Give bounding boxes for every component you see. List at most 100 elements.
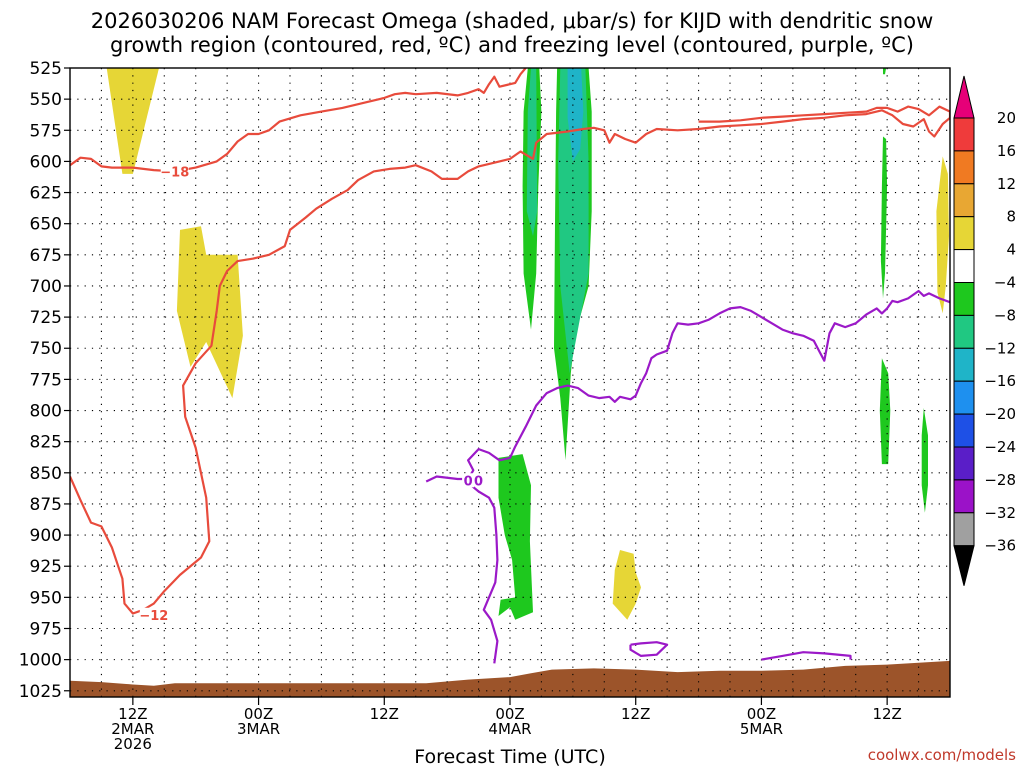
freezing-contour-0: [425, 289, 950, 483]
x-tick-label-0-2: 2026: [114, 735, 152, 753]
title-line-2: growth region (contoured, red, ºC) and f…: [110, 33, 914, 57]
x-axis-label: Forecast Time (UTC): [414, 746, 605, 768]
title-line-1: 2026030206 NAM Forecast Omega (shaded, μ…: [91, 9, 934, 33]
colorbar-band-12: [953, 512, 975, 547]
omega-area-11: [526, 68, 538, 237]
dgz-contour-label-1: −18: [160, 165, 189, 180]
colorbar-tick-label-8: −16: [984, 372, 1016, 390]
omega-area-12: [558, 68, 589, 374]
colorbar-tick-label-4: 4: [1006, 241, 1016, 259]
y-tick-label-600: 600: [30, 152, 62, 172]
x-tick-label-3-1: 4MAR: [488, 720, 531, 738]
colorbar-band-5: [953, 282, 975, 316]
colorbar-band-1: [953, 150, 975, 185]
colorbar-bottom-arrow: [953, 545, 975, 586]
terrain: [70, 660, 950, 697]
y-tick-label-975: 975: [30, 619, 62, 639]
colorbar-band-2: [953, 183, 975, 218]
freezing-contour-1: [467, 481, 499, 664]
colorbar-band-10: [953, 446, 975, 481]
y-tick-label-725: 725: [30, 308, 62, 328]
colorbar-tick-label-0: 20: [997, 109, 1016, 127]
freezing-label-bg-1: [462, 473, 475, 488]
x-tick-label-1-1: 3MAR: [237, 720, 280, 738]
omega-shading: [106, 68, 949, 620]
colorbar-band-3: [953, 216, 975, 251]
colorbar-tick-label-5: −4: [994, 274, 1016, 292]
x-tick-label-2-0: 12Z: [370, 705, 399, 723]
freezing-contour-3: [761, 651, 852, 661]
y-tick-label-675: 675: [30, 246, 62, 266]
colorbar-band-8: [953, 380, 975, 415]
freezing-contour-2: [629, 641, 669, 658]
x-tick-label-0-1: 2MAR: [111, 720, 154, 738]
x-tick-label-3-0: 00Z: [495, 705, 524, 723]
colorbar-tick-label-10: −24: [984, 438, 1016, 456]
dgz-contour-1: [70, 68, 527, 173]
contour-lines: −12 −18 00: [70, 68, 950, 664]
y-tick-label-625: 625: [30, 184, 62, 204]
y-tick-label-525: 525: [30, 59, 62, 79]
colorbar-band-0: [953, 117, 975, 152]
dgz-contour-0: [70, 105, 950, 615]
omega-area-1: [176, 226, 243, 399]
y-tick-label-825: 825: [30, 433, 62, 453]
x-tick-label-4-0: 12Z: [621, 705, 650, 723]
omega-area-10: [883, 68, 887, 75]
colorbar-tick-label-12: −32: [984, 504, 1016, 522]
colorbar-tick-label-3: 8: [1006, 208, 1016, 226]
freezing-label-bg-0: [472, 473, 485, 488]
dgz-contour-label-0: −12: [139, 609, 168, 624]
omega-area-3: [936, 156, 949, 314]
y-tick-label-900: 900: [30, 526, 62, 546]
colorbar-band-9: [953, 413, 975, 448]
x-tick-label-0-0: 12Z: [118, 705, 147, 723]
colorbar-tick-label-7: −12: [984, 339, 1016, 357]
x-tick-label-1-0: 00Z: [244, 705, 273, 723]
y-axis: 525 550 575 600 625 650 675 700 725 750 775 800 825 8…: [19, 59, 70, 702]
omega-area-8: [879, 358, 891, 465]
freezing-contour-label-1: 0: [464, 474, 473, 489]
y-tick-label-800: 800: [30, 402, 62, 422]
y-tick-label-650: 650: [30, 215, 62, 235]
colorbar-tick-label-13: −36: [984, 537, 1016, 555]
colorbar-tick-label-9: −20: [984, 405, 1016, 423]
colorbar-tick-label-6: −8: [994, 306, 1016, 324]
colorbar-top-arrow: [953, 75, 975, 119]
dgz-label-bg-0: [139, 607, 168, 622]
y-tick-label-575: 575: [30, 121, 62, 141]
y-tick-label-750: 750: [30, 339, 62, 359]
colorbar-band-7: [953, 347, 975, 382]
plot-area: −12 −18 00: [69, 67, 951, 698]
omega-area-6: [498, 454, 533, 620]
colorbar-band-4: [953, 249, 975, 284]
x-tick-label-5-0: 00Z: [747, 705, 776, 723]
y-tick-label-550: 550: [30, 90, 62, 110]
omega-area-7: [880, 136, 888, 299]
colorbar-tick-label-1: 16: [997, 142, 1016, 160]
y-tick-label-950: 950: [30, 588, 62, 608]
y-tick-label-850: 850: [30, 464, 62, 484]
colorbar-band-6: [953, 314, 975, 349]
credit-text[interactable]: coolwx.com/models: [868, 746, 1016, 764]
colorbar-band-11: [953, 479, 975, 514]
colorbar: 20 16 12 8 4 −4 −8 −12 −16 −20 −24 −28 −32 −36: [953, 75, 1016, 586]
y-tick-label-1000: 1000: [19, 651, 62, 671]
omega-area-9: [921, 408, 928, 513]
x-tick-label-6-0: 12Z: [872, 705, 901, 723]
omega-area-0: [106, 68, 159, 174]
colorbar-tick-label-11: −28: [984, 471, 1016, 489]
y-tick-label-775: 775: [30, 370, 62, 390]
x-tick-label-5-1: 5MAR: [740, 720, 783, 738]
omega-area-2: [612, 550, 641, 620]
y-tick-label-1025: 1025: [19, 682, 62, 702]
y-tick-label-925: 925: [30, 557, 62, 577]
omega-area-13: [567, 68, 584, 162]
dgz-label-bg-1: [160, 164, 189, 179]
freezing-contour-label-0: 0: [474, 474, 483, 489]
y-tick-label-875: 875: [30, 495, 62, 515]
terrain-area: [70, 660, 950, 697]
colorbar-tick-label-2: 12: [997, 175, 1016, 193]
